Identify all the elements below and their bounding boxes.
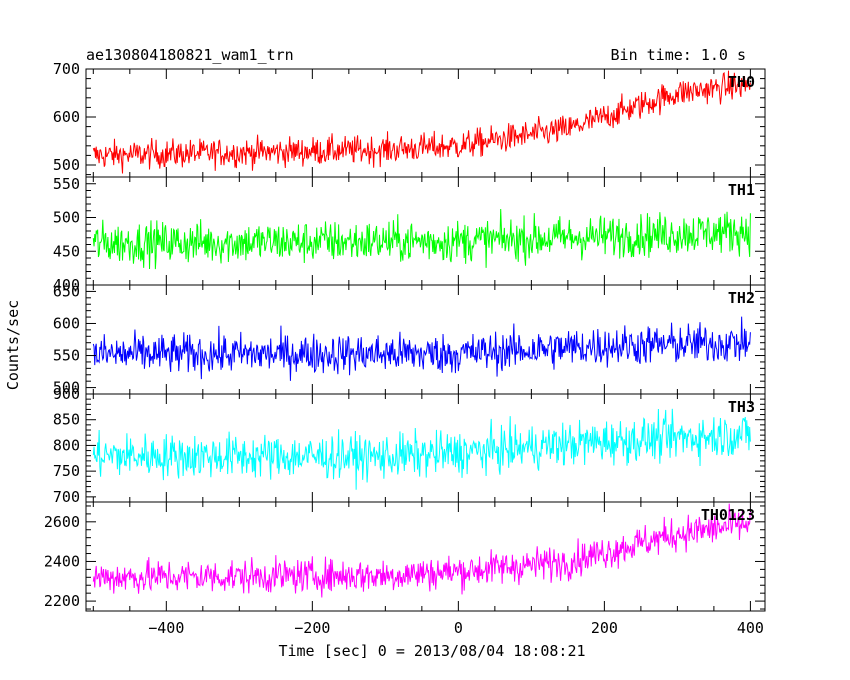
bin-time-label: Bin time: 1.0 s: [611, 46, 746, 64]
y-tick-label: 650: [53, 282, 80, 300]
series-line-th0123: [92, 503, 751, 598]
series-line-th2: [92, 316, 751, 381]
panel-th1: 400 450 500 550 TH1: [53, 175, 766, 294]
y-tick-label: 500: [53, 209, 80, 227]
x-tick-label: −400: [148, 619, 184, 637]
y-tick-label: 700: [53, 60, 80, 78]
series-label-th0123: TH0123: [701, 506, 755, 524]
y-tick-label: 700: [53, 488, 80, 506]
panel-th0123: 2200 2400 2600 TH0123: [44, 501, 766, 612]
y-tick-label: 2400: [44, 552, 80, 570]
chart-title: ae130804180821_wam1_trn: [86, 46, 294, 64]
y-tick-label: 800: [53, 436, 80, 454]
y-tick-label: 500: [53, 156, 80, 174]
series-label-th0: TH0: [728, 73, 755, 91]
y-tick-label: 600: [53, 314, 80, 332]
y-tick-label: 450: [53, 242, 80, 260]
y-tick-label: 500: [53, 379, 80, 397]
series-line-th3: [92, 408, 751, 490]
x-tick-label: −200: [294, 619, 330, 637]
x-axis-label: Time [sec] 0 = 2013/08/04 18:08:21: [278, 642, 585, 660]
y-tick-label: 550: [53, 347, 80, 365]
y-tick-label: 2200: [44, 592, 80, 610]
panel-th2: 500 550 600 650 TH2: [53, 282, 766, 397]
x-tick-label: 200: [591, 619, 618, 637]
panel-frame: [85, 68, 766, 178]
x-tick-label: 0: [454, 619, 463, 637]
series-label-th2: TH2: [728, 289, 755, 307]
y-tick-label: 900: [53, 385, 80, 403]
x-tick-labels: −400 −200 0 200 400: [148, 619, 764, 637]
y-tick-label: 2600: [44, 513, 80, 531]
panel-th0: 500 600 700 TH0: [53, 60, 766, 178]
panel-frame: [85, 501, 766, 612]
panel-th3: 700 750 800 850 900 TH3: [53, 385, 766, 506]
y-tick-label: 750: [53, 462, 80, 480]
y-tick-label: 550: [53, 175, 80, 193]
y-tick-label: 400: [53, 276, 80, 294]
series-line-th1: [92, 209, 751, 270]
series-label-th3: TH3: [728, 398, 755, 416]
series-line-th0: [92, 70, 751, 174]
series-label-th1: TH1: [728, 181, 755, 199]
y-axis-label: Counts/sec: [4, 300, 22, 390]
y-tick-label: 600: [53, 108, 80, 126]
y-tick-label: 850: [53, 411, 80, 429]
x-tick-label: 400: [737, 619, 764, 637]
